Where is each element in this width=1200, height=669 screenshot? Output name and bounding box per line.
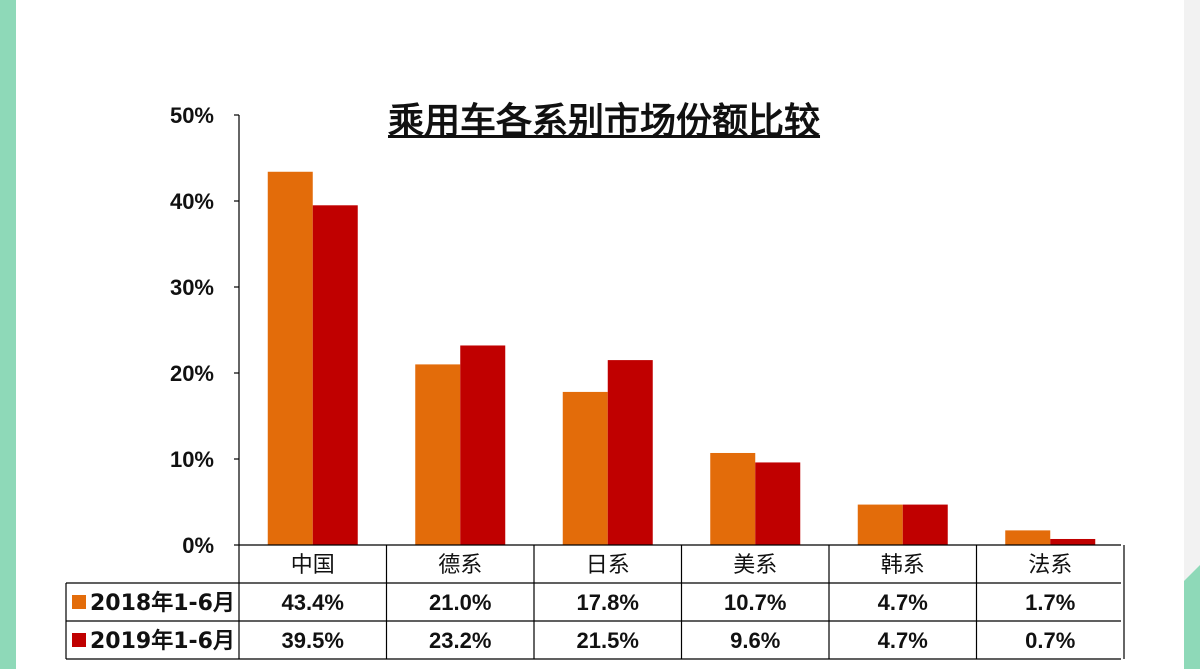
category-label: 中国 xyxy=(291,553,335,578)
category-label: 日系 xyxy=(586,553,630,578)
data-label: 0.7% xyxy=(1025,628,1075,653)
legend-key-2019 xyxy=(72,633,86,647)
data-label: 1.7% xyxy=(1025,590,1075,615)
data-label: 43.4% xyxy=(282,590,344,615)
data-label: 39.5% xyxy=(282,628,344,653)
y-tick-label: 50% xyxy=(170,103,214,128)
y-tick-label: 10% xyxy=(170,447,214,472)
data-label: 4.7% xyxy=(878,590,928,615)
data-label: 4.7% xyxy=(878,628,928,653)
data-label: 9.6% xyxy=(730,628,780,653)
left-accent-bar xyxy=(0,0,16,669)
data-label: 21.0% xyxy=(429,590,491,615)
data-label: 21.5% xyxy=(577,628,639,653)
category-label: 德系 xyxy=(438,553,482,578)
y-tick-label: 0% xyxy=(182,533,214,558)
y-tick-label: 30% xyxy=(170,275,214,300)
bar-2019 xyxy=(607,360,653,545)
y-tick-label: 40% xyxy=(170,189,214,214)
bar-2018 xyxy=(857,504,903,545)
category-label: 韩系 xyxy=(881,553,925,578)
chart-title: 乘用车各系别市场份额比较 xyxy=(388,100,821,141)
right-margin xyxy=(1184,0,1200,669)
bar-2019 xyxy=(460,345,506,545)
data-label: 23.2% xyxy=(429,628,491,653)
bar-2019 xyxy=(902,504,948,545)
category-label: 法系 xyxy=(1028,553,1072,578)
bar-2018 xyxy=(710,452,756,545)
bar-2018 xyxy=(415,364,461,545)
category-label: 美系 xyxy=(733,553,777,578)
corner-decoration xyxy=(1184,565,1200,669)
bar-2019 xyxy=(1050,538,1096,545)
bar-2019 xyxy=(312,205,358,546)
data-label: 17.8% xyxy=(577,590,639,615)
legend-label: 2018年1-6月 xyxy=(90,590,235,616)
legend-key-2018 xyxy=(72,595,86,609)
slide-panel xyxy=(16,0,1184,669)
bar-2018 xyxy=(1005,530,1051,545)
bar-2018 xyxy=(267,171,313,545)
legend-label: 2019年1-6月 xyxy=(90,628,235,654)
data-label: 10.7% xyxy=(724,590,786,615)
y-tick-label: 20% xyxy=(170,361,214,386)
bar-2019 xyxy=(755,462,801,545)
bar-2018 xyxy=(562,391,608,545)
